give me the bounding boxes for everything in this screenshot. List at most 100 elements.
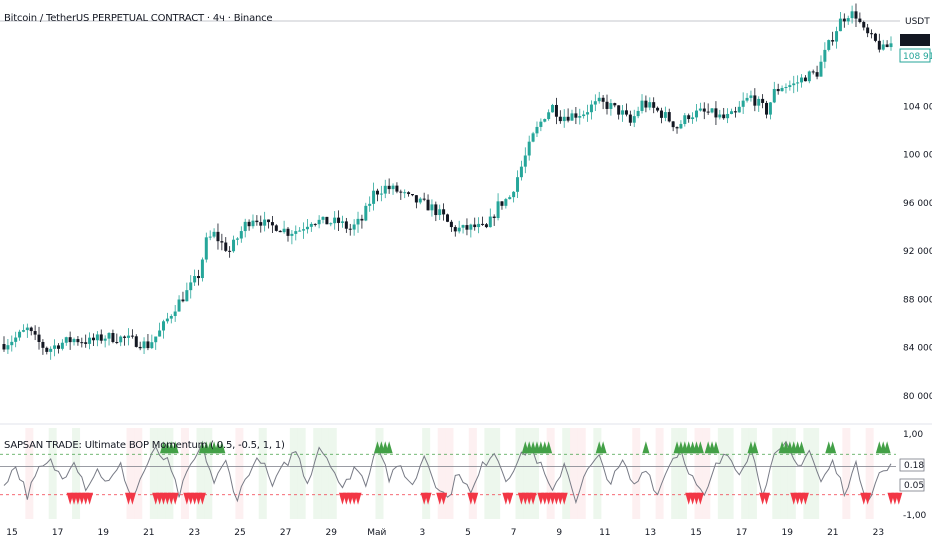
candle-body xyxy=(687,115,691,120)
ind-tick-label: -1,00 xyxy=(903,511,927,521)
candle-body xyxy=(37,334,41,342)
candle-body xyxy=(360,218,364,221)
candle-body xyxy=(835,31,839,42)
candle-body xyxy=(142,341,146,349)
ind-tick-label: 1,00 xyxy=(903,430,923,440)
candle-body xyxy=(442,209,446,215)
indicator-axis[interactable]: 1,00 -1,00 0.18 0.05 xyxy=(899,430,927,521)
candle-body xyxy=(831,40,835,42)
signal-background xyxy=(655,428,664,519)
candle-body xyxy=(379,193,383,195)
sell-signal-triangle xyxy=(171,492,179,505)
candle-body xyxy=(111,333,115,342)
sell-signal-triangle xyxy=(696,492,704,505)
candle-body xyxy=(768,102,772,115)
candle-body xyxy=(574,113,578,118)
candle-body xyxy=(56,345,60,349)
indicator-pane[interactable] xyxy=(0,428,903,519)
candle-body xyxy=(286,228,290,236)
candle-body xyxy=(193,276,197,283)
candle-body xyxy=(842,18,846,22)
candle-body xyxy=(263,219,267,226)
signal-background xyxy=(165,428,174,519)
candle-body xyxy=(765,102,769,115)
candle-body xyxy=(25,327,29,331)
candle-body xyxy=(72,339,76,343)
time-tick-label: 21 xyxy=(143,528,154,538)
sell-signal-triangle xyxy=(895,492,903,505)
candle-body xyxy=(772,88,776,103)
price-tick-label: 80 000,0 xyxy=(903,392,932,402)
candle-body xyxy=(189,282,193,291)
last-price-tag xyxy=(899,48,931,63)
candle-body xyxy=(235,238,239,240)
candle-body xyxy=(718,114,722,118)
sell-signal-triangle xyxy=(198,492,206,505)
candle-body xyxy=(729,111,733,114)
candle-body xyxy=(683,115,687,125)
candle-body xyxy=(737,106,741,113)
signal-background xyxy=(328,428,337,519)
candle-body xyxy=(434,204,438,216)
signal-background xyxy=(437,428,446,519)
candle-body xyxy=(21,330,25,332)
candle-body xyxy=(150,342,154,349)
candle-body xyxy=(609,103,613,109)
candle-body xyxy=(885,44,889,48)
ind-value-upper: 0.18 xyxy=(904,461,924,471)
candle-body xyxy=(251,220,255,227)
candle-body xyxy=(53,345,57,349)
candle-body xyxy=(368,203,372,206)
main-price-pane[interactable] xyxy=(0,3,932,425)
candle-body xyxy=(204,237,208,260)
candle-body xyxy=(757,98,761,106)
candle-body xyxy=(348,228,352,230)
candle-body xyxy=(632,116,636,123)
candle-body xyxy=(247,221,251,227)
candle-body xyxy=(702,108,706,112)
candle-body xyxy=(776,88,780,92)
candle-body xyxy=(504,199,508,206)
signal-background xyxy=(289,428,298,519)
sell-signal-triangle xyxy=(506,492,514,505)
sell-signal-triangle xyxy=(86,492,94,505)
candle-body xyxy=(95,334,99,341)
candle-body xyxy=(274,225,278,231)
price-axis[interactable]: 80 000,0 84 000,0 88 000,0 92 000,0 96 000,0… xyxy=(899,17,932,402)
time-tick-label: 25 xyxy=(234,528,245,538)
candle-body xyxy=(508,197,512,200)
candle-body xyxy=(714,108,718,118)
candle-body xyxy=(659,110,663,118)
candle-body xyxy=(103,338,107,341)
time-tick-label: 19 xyxy=(97,528,109,538)
candle-body xyxy=(282,228,286,233)
signal-background xyxy=(694,428,703,519)
candle-body xyxy=(457,227,461,232)
candle-body xyxy=(691,117,695,120)
signal-background xyxy=(492,428,501,519)
price-tick-label: 88 000,0 xyxy=(903,295,932,305)
candle-body xyxy=(570,113,574,121)
candle-body xyxy=(146,341,150,349)
candle-body xyxy=(473,224,477,228)
candle-body xyxy=(477,223,481,228)
signal-background xyxy=(632,428,641,519)
signal-background xyxy=(235,428,244,519)
candle-body xyxy=(858,18,862,23)
candle-body xyxy=(220,241,224,243)
candle-body xyxy=(403,192,407,194)
time-axis[interactable]: 15 17 19 21 23 25 27 29 Май 3 5 7 9 11 13 15 17 19 21 23 xyxy=(6,528,884,538)
buy-signal-triangle xyxy=(696,441,704,454)
indicator-title: SAPSAN TRADE: Ultimate BOP Momentum ( 0.… xyxy=(4,440,285,451)
candle-body xyxy=(527,141,531,156)
candle-body xyxy=(788,85,792,88)
candle-body xyxy=(877,40,881,50)
candle-body xyxy=(88,337,92,344)
candle-body xyxy=(270,222,274,226)
candle-body xyxy=(197,276,201,279)
sell-signal-triangle xyxy=(440,492,448,505)
signal-background xyxy=(204,428,213,519)
candle-body xyxy=(290,233,294,236)
candle-body xyxy=(107,333,111,339)
